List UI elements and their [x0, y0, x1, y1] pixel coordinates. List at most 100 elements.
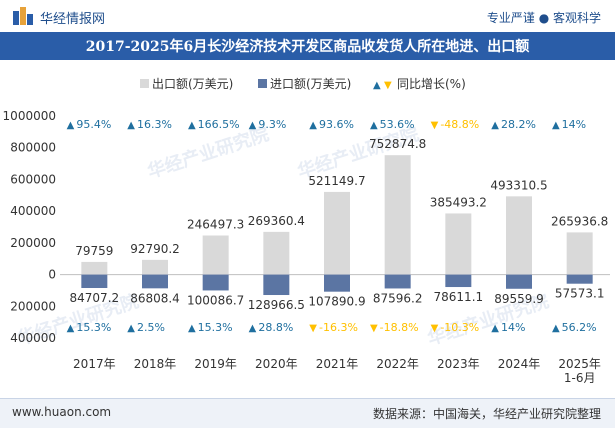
import-growth-label: -16.3%: [319, 321, 358, 334]
import-growth-label: -10.3%: [440, 321, 479, 334]
import-value-label: 89559.9: [494, 292, 544, 306]
y-tick-label: 800000: [10, 141, 56, 155]
export-value-label: 385493.2: [430, 195, 487, 209]
import-growth-label: 15.3%: [198, 321, 233, 334]
import-bar: [142, 274, 168, 289]
x-tick-label: 2018年: [134, 357, 177, 371]
x-tick-line: 2021年: [316, 357, 359, 371]
import-growth-arrow: ▲: [249, 323, 257, 334]
bars: [81, 155, 593, 296]
import-growth-arrow: ▲: [188, 323, 196, 334]
chart-title: 2017-2025年6月长沙经济技术开发区商品收发货人所在地进、出口额: [85, 39, 530, 55]
legend-swatch-export: [140, 79, 149, 88]
export-bar: [445, 213, 472, 275]
import-value-label: 128966.5: [248, 298, 305, 312]
y-tick-label: 1000000: [3, 109, 56, 123]
import-value-label: 87596.2: [373, 291, 423, 305]
export-growth-arrow: ▲: [309, 120, 317, 131]
data-source: 数据来源：中国海关，华经产业研究院整理: [372, 407, 601, 421]
import-growth-label: 56.2%: [562, 321, 597, 334]
growth-labels: ▲ 95.4% ▲ 16.3% ▲ 166.5% ▲ 9.3% ▲ 93.6% ▲ 53.6% ▼ -48…: [67, 118, 597, 334]
export-growth-label: -48.8%: [440, 118, 479, 131]
import-growth-label: 28.8%: [258, 321, 293, 334]
export-bar: [324, 191, 350, 275]
import-bar: [506, 274, 532, 289]
x-tick-label: 2023年: [437, 357, 480, 371]
x-tick-line: 2025年: [558, 357, 601, 371]
export-bar: [566, 232, 593, 275]
import-bar: [81, 274, 108, 289]
export-growth-label: 95.4%: [76, 118, 111, 131]
x-tick-label: 2019年: [194, 357, 237, 371]
legend-marker-up: ▲: [373, 80, 381, 91]
export-bar: [263, 231, 290, 275]
x-tick-label: 2022年: [376, 357, 419, 371]
import-bar: [202, 274, 229, 291]
import-growth-arrow: ▼: [309, 323, 317, 334]
y-tick-label: 200000: [10, 236, 56, 250]
import-value-label: 107890.9: [308, 295, 365, 309]
import-growth-label: 14%: [501, 321, 525, 334]
import-value-label: 84707.2: [70, 291, 120, 305]
legend: 出口额(万美元) 进口额(万美元) ▲ ▼ 同比增长(%): [140, 77, 466, 91]
legend-label-growth: 同比增长(%): [397, 77, 466, 91]
title-band: 2017-2025年6月长沙经济技术开发区商品收发货人所在地进、出口额: [0, 32, 615, 60]
export-value-label: 493310.5: [490, 178, 547, 192]
x-tick-line: 2020年: [255, 357, 298, 371]
x-tick-line: 2024年: [498, 357, 541, 371]
brand-name: 华经情报网: [40, 12, 106, 27]
import-growth-arrow: ▼: [431, 323, 439, 334]
x-tick-label: 2021年: [316, 357, 359, 371]
import-growth-label: 2.5%: [137, 321, 165, 334]
export-growth-arrow: ▲: [552, 120, 560, 131]
export-growth-label: 53.6%: [380, 118, 415, 131]
import-bar: [324, 274, 350, 292]
x-tick-line: 1-6月: [564, 371, 596, 385]
export-growth-label: 166.5%: [198, 118, 240, 131]
export-value-label: 246497.3: [187, 217, 244, 231]
export-growth-label: 93.6%: [319, 118, 354, 131]
export-bar: [384, 155, 411, 275]
export-value-label: 265936.8: [551, 214, 608, 228]
import-bar: [384, 274, 411, 289]
export-growth-arrow: ▲: [249, 120, 257, 131]
export-value-label: 752874.8: [369, 137, 426, 151]
x-tick-line: 2017年: [73, 357, 116, 371]
export-growth-label: 9.3%: [258, 118, 286, 131]
export-growth-label: 28.2%: [501, 118, 536, 131]
import-growth-arrow: ▲: [491, 323, 499, 334]
y-tick-label: 200000: [10, 299, 56, 313]
footer-bar: www.huaon.com 数据来源：中国海关，华经产业研究院整理: [0, 398, 615, 428]
value-labels: 79759 84707.2 92790.2 86808.4 246497.3 100086…: [70, 137, 609, 312]
x-tick-label: 2025年 1-6月: [558, 357, 601, 385]
slogan: 专业严谨 ● 客观科学: [486, 11, 601, 25]
x-tick-line: 2018年: [134, 357, 177, 371]
import-growth-arrow: ▲: [127, 323, 135, 334]
legend-marker-down: ▼: [384, 80, 392, 91]
website-link[interactable]: www.huaon.com: [12, 405, 112, 419]
export-growth-label: 16.3%: [137, 118, 172, 131]
x-axis: 2017年 2018年 2019年 2020年 2021年 2022年 2023年 2024年…: [73, 357, 601, 385]
import-bar: [566, 274, 593, 284]
x-tick-line: 2019年: [194, 357, 237, 371]
header-bar: 华经情报网 专业严谨 ● 客观科学: [0, 0, 615, 32]
import-bar: [445, 274, 472, 288]
import-value-label: 86808.4: [130, 291, 180, 305]
import-growth-arrow: ▲: [67, 323, 75, 334]
export-growth-arrow: ▲: [370, 120, 378, 131]
import-growth-label: -18.8%: [380, 321, 419, 334]
import-bar: [263, 274, 290, 296]
brand-logo-icon: [13, 7, 33, 25]
export-growth-arrow: ▲: [67, 120, 75, 131]
legend-label-import: 进口额(万美元): [270, 77, 351, 91]
y-tick-label: 600000: [10, 172, 56, 186]
export-bar: [81, 261, 108, 275]
watermark-text: 华经产业研究院: [145, 123, 272, 183]
y-tick-label: 0: [48, 268, 56, 282]
export-growth-arrow: ▲: [127, 120, 135, 131]
export-value-label: 92790.2: [130, 242, 180, 256]
export-bar: [506, 196, 532, 275]
legend-label-export: 出口额(万美元): [152, 77, 233, 91]
